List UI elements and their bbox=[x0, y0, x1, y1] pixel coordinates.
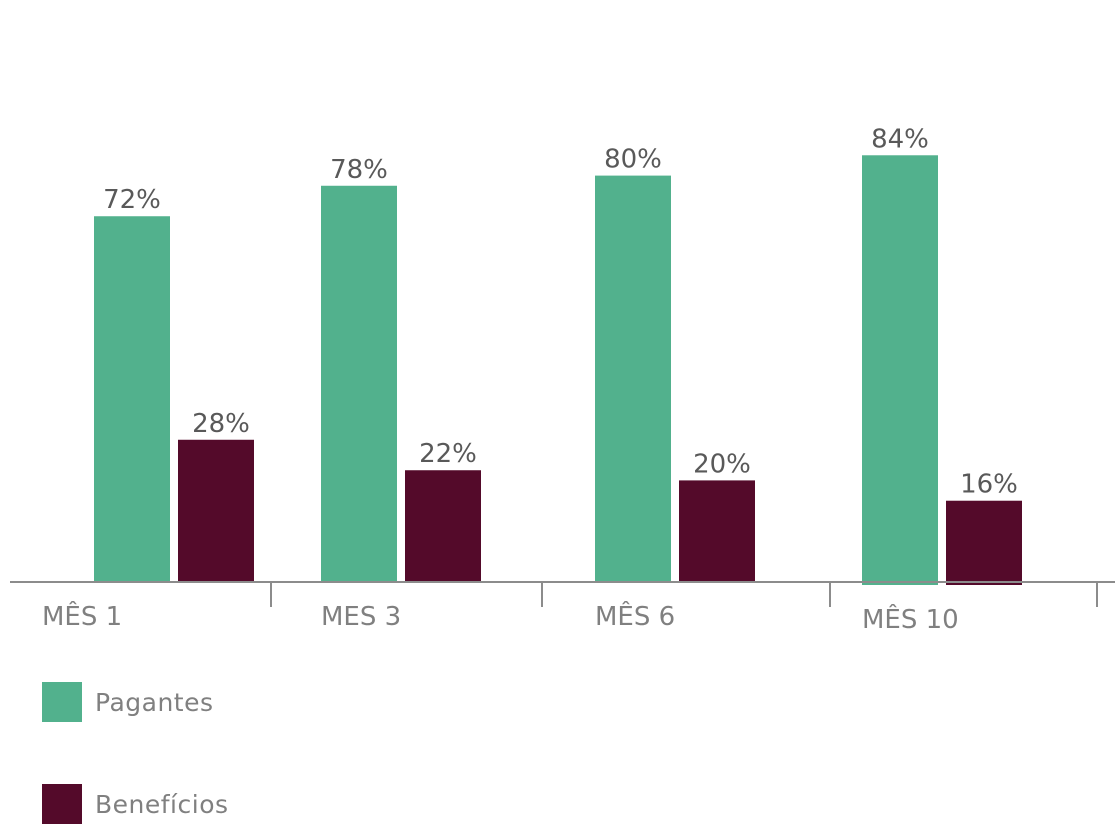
bar-pagantes-2 bbox=[321, 185, 397, 582]
value-label-pagantes-3: 80% bbox=[604, 145, 662, 175]
value-label-beneficios-3: 20% bbox=[693, 449, 751, 479]
x-tick-label-3: MÊS 6 bbox=[595, 600, 675, 632]
x-tick-label-2: MES 3 bbox=[321, 602, 401, 632]
bar-pagantes-1 bbox=[94, 216, 170, 583]
legend-item-beneficios: Benefícios bbox=[42, 784, 229, 824]
value-label-pagantes-1: 72% bbox=[103, 185, 161, 215]
bar-pagantes-3 bbox=[595, 175, 671, 582]
legend-swatch-pagantes bbox=[42, 682, 82, 722]
value-label-pagantes-4: 84% bbox=[871, 124, 929, 154]
x-tick-label-1: MÊS 1 bbox=[42, 600, 122, 632]
legend-item-pagantes: Pagantes bbox=[42, 682, 214, 722]
legend-swatch-beneficios bbox=[42, 784, 82, 824]
value-label-pagantes-2: 78% bbox=[330, 155, 388, 185]
legend-label-beneficios: Benefícios bbox=[95, 789, 229, 819]
value-label-beneficios-4: 16% bbox=[960, 470, 1018, 500]
bar-beneficios-4 bbox=[946, 500, 1022, 585]
bar-beneficios-2 bbox=[405, 470, 481, 582]
bar-beneficios-1 bbox=[178, 439, 254, 582]
legend-label-pagantes: Pagantes bbox=[95, 687, 214, 717]
value-label-beneficios-1: 28% bbox=[192, 409, 250, 439]
bar-beneficios-3 bbox=[679, 480, 755, 582]
bar-pagantes-4 bbox=[862, 155, 938, 585]
value-label-beneficios-2: 22% bbox=[419, 439, 477, 469]
x-tick-label-4: MÊS 10 bbox=[862, 603, 959, 635]
